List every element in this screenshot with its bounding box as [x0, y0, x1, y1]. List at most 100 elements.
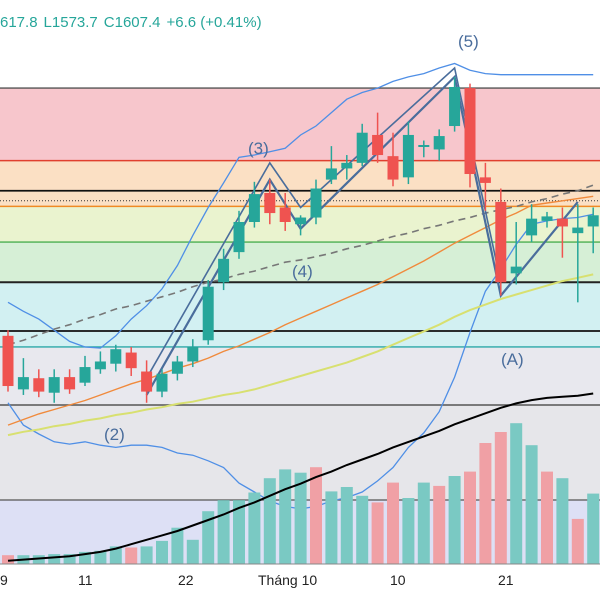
volume-bar: [464, 471, 476, 564]
volume-bar: [279, 469, 292, 564]
candle[interactable]: [556, 207, 568, 258]
candle-body: [556, 218, 568, 227]
candle[interactable]: [587, 207, 599, 254]
candle[interactable]: [202, 280, 214, 345]
candle-body: [510, 266, 522, 274]
candle-body: [17, 377, 29, 390]
candle[interactable]: [110, 344, 122, 372]
x-tick-11: 11: [78, 572, 93, 588]
volume-bar: [494, 432, 507, 564]
volume-bar: [371, 502, 384, 564]
candle[interactable]: [356, 123, 368, 167]
x-tick-10: 10: [390, 572, 406, 588]
candle[interactable]: [572, 204, 584, 303]
volume-bar: [417, 482, 430, 564]
candle[interactable]: [510, 221, 522, 285]
candle[interactable]: [264, 179, 276, 225]
volume-bar: [402, 498, 415, 564]
ohlc-change: +6.6 (+0.41%): [166, 14, 262, 31]
candle[interactable]: [79, 355, 91, 387]
volume-bar: [63, 554, 76, 564]
candle[interactable]: [464, 83, 476, 188]
volume-ma-line: [7, 392, 594, 562]
candle-body: [479, 177, 491, 183]
wave-label-2: (2): [104, 425, 125, 444]
wave-label-3: (3): [248, 139, 269, 158]
volume-bar: [171, 527, 184, 564]
candle[interactable]: [218, 248, 230, 291]
candle-body: [449, 86, 461, 127]
candle[interactable]: [449, 76, 461, 132]
volume-bar: [2, 555, 14, 564]
candle-body: [526, 218, 538, 236]
candle[interactable]: [310, 179, 322, 225]
volume-bar: [32, 555, 45, 564]
wave-label-a: (A): [501, 350, 524, 369]
candle-body: [433, 136, 445, 150]
candle[interactable]: [325, 146, 337, 185]
candle[interactable]: [433, 129, 445, 161]
candle-body: [418, 144, 430, 147]
volume-bar: [248, 492, 261, 564]
ohlc-low: L1573.7: [43, 14, 98, 31]
candle[interactable]: [94, 351, 106, 374]
wave-label-4: (4): [292, 262, 313, 281]
candle[interactable]: [64, 369, 76, 394]
candle[interactable]: [541, 211, 553, 228]
ohlc-header: 617.8 L1573.7 C1607.4 +6.6 (+0.41%): [0, 14, 268, 31]
volume-bar: [140, 546, 153, 564]
candle[interactable]: [233, 210, 245, 259]
candle[interactable]: [2, 330, 14, 392]
candle-body: [141, 371, 153, 392]
candle[interactable]: [33, 369, 45, 398]
candle-body: [171, 361, 183, 374]
candle-body: [248, 194, 260, 222]
volume-bar: [556, 478, 569, 564]
candle-body: [79, 367, 91, 383]
candle-body: [218, 258, 230, 283]
candle[interactable]: [248, 181, 260, 228]
candle[interactable]: [372, 112, 384, 163]
candle-body: [587, 215, 599, 227]
candle[interactable]: [187, 339, 199, 368]
candle-body: [187, 346, 199, 362]
candle[interactable]: [341, 155, 353, 180]
candle[interactable]: [171, 355, 183, 381]
x-tick-22: 22: [178, 572, 194, 588]
candle-body: [264, 192, 276, 214]
candle-body: [572, 227, 584, 234]
candle[interactable]: [295, 215, 307, 236]
volume-bar: [48, 554, 61, 564]
candle-body: [325, 168, 337, 180]
candle[interactable]: [125, 346, 137, 376]
candle[interactable]: [495, 188, 507, 296]
fib-band: [0, 160, 600, 207]
candle-body: [541, 216, 553, 221]
candle-body: [33, 378, 45, 392]
candle[interactable]: [526, 204, 538, 243]
candle[interactable]: [156, 369, 168, 398]
candlesticks[interactable]: [2, 76, 599, 403]
volume-bar: [263, 478, 276, 564]
candle-body: [279, 207, 291, 222]
volume-bar: [125, 547, 138, 564]
candle-body: [202, 286, 214, 341]
candle-body: [156, 373, 168, 392]
ohlc-open-high: 617.8: [0, 14, 38, 31]
volume-bar: [479, 443, 492, 564]
candle[interactable]: [402, 121, 414, 185]
candle-body: [2, 335, 14, 387]
candle[interactable]: [17, 358, 29, 395]
candle[interactable]: [418, 140, 430, 158]
volume-bar: [325, 491, 338, 564]
candle[interactable]: [279, 192, 291, 231]
candle-body: [402, 134, 414, 178]
candle[interactable]: [48, 369, 60, 403]
x-axis: 9 11 22 Tháng 10 10 21: [0, 563, 600, 588]
candle-body: [233, 221, 245, 253]
candle[interactable]: [141, 360, 153, 403]
candle[interactable]: [479, 162, 491, 211]
candle[interactable]: [387, 132, 399, 187]
volume-bar: [571, 518, 584, 564]
